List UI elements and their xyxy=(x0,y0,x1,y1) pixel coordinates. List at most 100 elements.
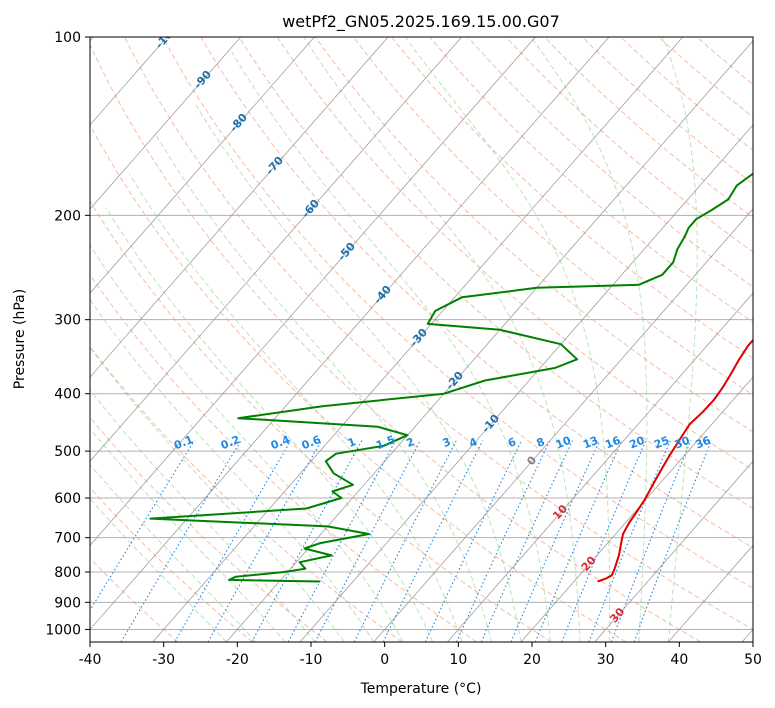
y-tick-label: 400 xyxy=(54,387,81,403)
chart-title: wetPf2_GN05.2025.169.15.00.G07 xyxy=(282,12,560,32)
mixing-ratio-line xyxy=(382,440,484,642)
y-tick-label: 600 xyxy=(54,491,81,507)
x-tick-label: 40 xyxy=(670,652,688,668)
isotherm-line xyxy=(594,460,753,642)
mixing-ratio-lines xyxy=(90,440,712,642)
y-axis-label: Pressure (hPa) xyxy=(12,289,28,389)
x-tick-label: 50 xyxy=(744,652,762,668)
mixing-ratio-label: 2 xyxy=(404,435,416,450)
isotherm-line xyxy=(226,40,753,642)
y-tick-label: 200 xyxy=(54,208,81,224)
dry-adiabat-line xyxy=(90,345,403,642)
dry-adiabat-line xyxy=(162,37,753,589)
mixing-ratio-label: 16 xyxy=(603,434,622,452)
y-tick-label: 300 xyxy=(54,313,81,329)
profile-series xyxy=(149,172,753,583)
moist-adiabats xyxy=(90,37,698,642)
mixing-ratio-label: 8 xyxy=(535,435,547,450)
dry-adiabat-line xyxy=(238,37,753,510)
mixing-ratio-label: 25 xyxy=(652,434,671,452)
x-tick-label: -20 xyxy=(226,652,249,668)
dry-adiabat-line xyxy=(90,43,701,642)
dry-adiabat-line xyxy=(124,37,753,630)
dry-adiabat-line xyxy=(90,273,477,642)
isotherm-line xyxy=(373,208,753,642)
dewpoint-profile-line xyxy=(149,172,753,583)
mixing-ratio-line xyxy=(424,440,522,642)
moist-adiabat-line xyxy=(530,37,648,642)
mixing-ratio-line xyxy=(610,440,692,642)
isotherm-line xyxy=(90,37,536,546)
isotherm-line xyxy=(520,376,753,642)
y-tick-label: 1000 xyxy=(45,622,81,638)
mixing-ratio-line xyxy=(353,440,457,642)
mixing-ratio-label: 1 xyxy=(346,435,358,450)
moist-adiabat-line xyxy=(195,104,522,642)
x-tick-label: -30 xyxy=(152,652,175,668)
mixing-ratio-line xyxy=(90,440,195,612)
mixing-ratio-label: 10 xyxy=(554,434,573,452)
moist-adiabat-line xyxy=(105,207,434,642)
y-axis-ticks: 100 200 300 400 500 600 700 800 900 1000 xyxy=(45,30,90,638)
dry-adiabats xyxy=(90,37,753,642)
mixing-ratio-line xyxy=(455,440,551,642)
dry-adiabat-line xyxy=(90,124,627,642)
moist-adiabat-line xyxy=(90,389,316,642)
dry-adiabat-line xyxy=(391,37,753,359)
mixing-ratio-line xyxy=(588,440,671,642)
dry-adiabat-line xyxy=(314,37,753,433)
isotherm-line xyxy=(152,37,684,642)
isobar-gridlines xyxy=(90,37,753,630)
y-tick-label: 500 xyxy=(54,444,81,460)
moist-adiabat-line xyxy=(90,298,375,642)
dry-adiabat-line xyxy=(429,37,753,323)
dry-adiabat-line xyxy=(543,37,753,219)
moist-adiabat-line xyxy=(90,346,345,642)
mixing-ratio-line xyxy=(314,440,421,642)
y-tick-label: 100 xyxy=(54,30,81,46)
x-tick-label: -10 xyxy=(300,652,323,668)
x-axis-ticks: -40 -30 -20 -10 0 10 20 30 40 50 xyxy=(79,642,762,668)
mixing-ratio-line xyxy=(510,440,601,642)
x-tick-label: 10 xyxy=(449,652,467,668)
mixing-ratio-label: 13 xyxy=(581,434,600,452)
isotherm-gridlines xyxy=(90,37,753,642)
isotherm-line xyxy=(90,37,463,462)
mixing-ratio-line xyxy=(207,440,322,642)
mixing-ratio-label: 30 xyxy=(673,434,692,452)
mixing-ratio-line xyxy=(561,440,647,642)
temperature-profile-line xyxy=(597,338,753,583)
dry-adiabat-line xyxy=(90,416,328,642)
x-tick-label: 30 xyxy=(597,652,615,668)
mixing-ratio-line xyxy=(480,440,573,642)
dry-adiabat-line xyxy=(505,37,753,253)
mixing-ratio-label: 3 xyxy=(441,435,453,450)
isotherm-line xyxy=(90,37,389,378)
mixing-ratio-line xyxy=(120,440,242,642)
y-tick-label: 900 xyxy=(54,595,81,611)
plot-area: -100-90-80-70-60-50-40-30-20-10010203040… xyxy=(90,37,753,642)
moist-adiabat-line xyxy=(90,244,404,642)
moist-adiabat-line xyxy=(90,427,286,642)
isotherm-line xyxy=(299,124,753,642)
plot-frame xyxy=(89,36,754,643)
moist-adiabat-line xyxy=(231,51,551,642)
x-tick-label: 20 xyxy=(523,652,541,668)
y-tick-label: 800 xyxy=(54,565,81,581)
moist-adiabat-line xyxy=(404,37,611,642)
isotherm-line xyxy=(90,37,242,210)
moist-adiabat-line xyxy=(128,173,463,642)
x-tick-label: 0 xyxy=(380,652,389,668)
x-tick-label: -40 xyxy=(79,652,102,668)
y-tick-label: 700 xyxy=(54,531,81,547)
isotherm-line xyxy=(90,37,315,294)
dry-adiabat-line xyxy=(582,37,753,185)
dry-adiabat-line xyxy=(467,37,753,288)
moist-adiabat-line xyxy=(662,37,698,642)
mixing-ratio-label: 20 xyxy=(627,434,646,452)
moist-adiabat-line xyxy=(90,497,227,642)
isotherm-line xyxy=(447,292,753,642)
